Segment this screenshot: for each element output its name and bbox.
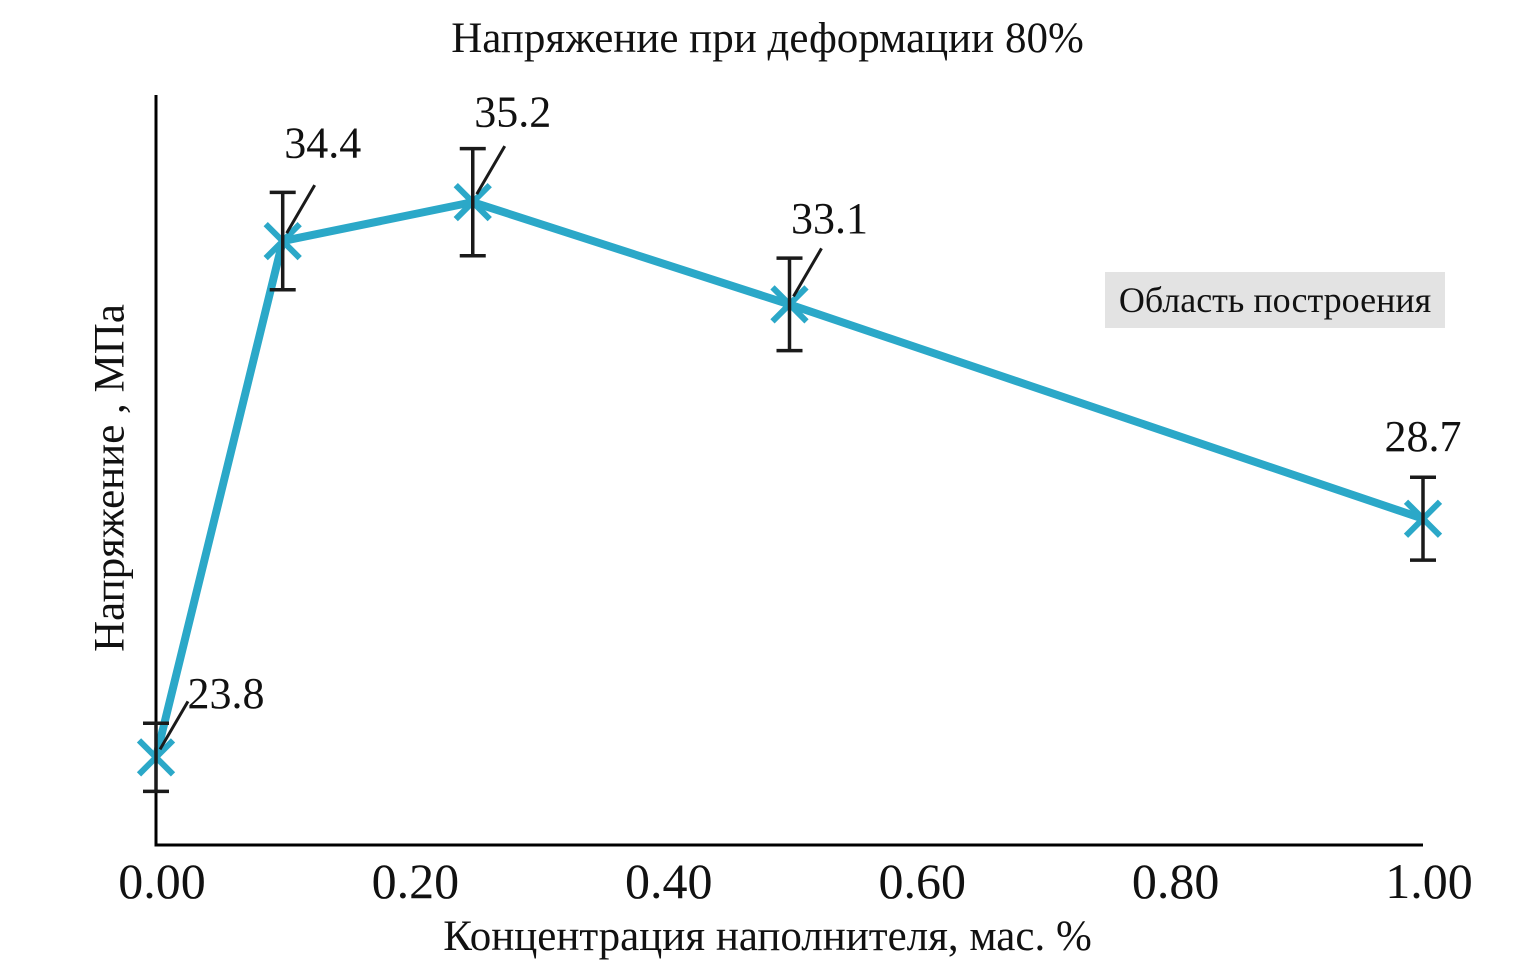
label-leader-line xyxy=(285,184,316,234)
x-tick-label: 0.80 xyxy=(1132,853,1220,909)
x-tick-label: 0.00 xyxy=(118,853,206,909)
x-tick-label: 0.60 xyxy=(878,853,966,909)
data-point-label: 34.4 xyxy=(284,119,361,168)
x-axis-title: Концентрация наполнителя, мас. % xyxy=(443,913,1092,960)
data-point-label: 28.7 xyxy=(1385,412,1462,461)
chart-title: Напряжение при деформации 80% xyxy=(451,15,1084,62)
x-tick-label: 1.00 xyxy=(1385,853,1473,909)
label-leader-line xyxy=(792,247,823,298)
x-tick-label: 0.20 xyxy=(372,853,460,909)
x-tick-label: 0.40 xyxy=(625,853,713,909)
data-point-label: 23.8 xyxy=(188,669,265,718)
data-point-label: 33.1 xyxy=(791,194,868,243)
data-point-label: 35.2 xyxy=(474,88,551,137)
plot-area-tooltip: Область построения xyxy=(1105,272,1445,328)
label-leader-line xyxy=(158,700,190,751)
label-leader-line xyxy=(475,145,507,195)
